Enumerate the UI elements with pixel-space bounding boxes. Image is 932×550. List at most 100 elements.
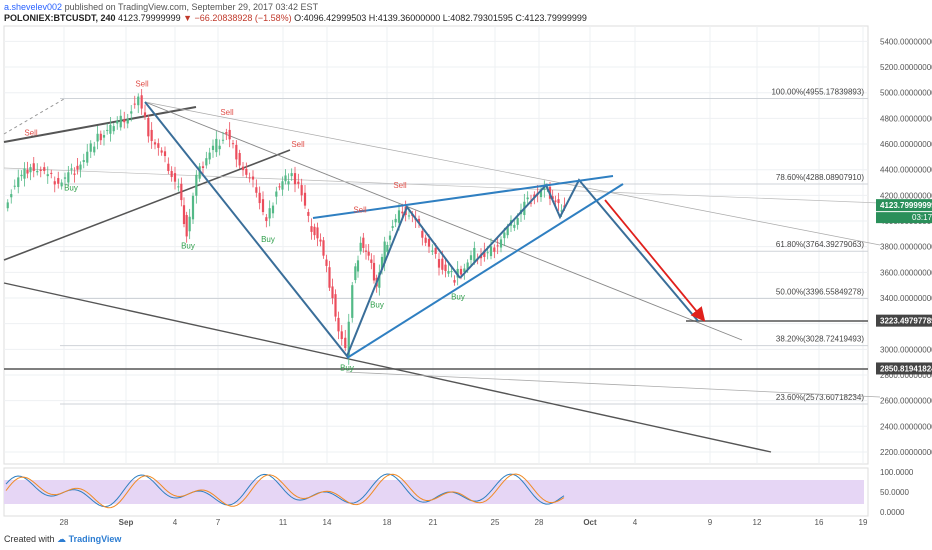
x-tick-label: 12 bbox=[753, 518, 762, 527]
candle-body bbox=[70, 168, 73, 170]
candle-body bbox=[526, 197, 529, 200]
fib-level-label: 38.20%(3028.72419493) bbox=[776, 335, 864, 344]
x-tick-label: 28 bbox=[535, 518, 544, 527]
candle-body bbox=[89, 143, 92, 152]
candle-body bbox=[383, 241, 386, 264]
fib-level-label: 100.00%(4955.17839893) bbox=[771, 87, 864, 96]
candle-body bbox=[205, 158, 208, 166]
candle-body bbox=[313, 226, 316, 236]
candle-body bbox=[46, 174, 49, 177]
candle-body bbox=[23, 168, 26, 179]
x-tick-label: 7 bbox=[216, 518, 221, 527]
y-tick-label: 2200.00000000 bbox=[880, 448, 932, 457]
candle-body bbox=[255, 187, 258, 193]
y-tick-label: 3400.00000000 bbox=[880, 294, 932, 303]
candle-body bbox=[147, 117, 150, 137]
candle-body bbox=[557, 199, 560, 204]
candle-body bbox=[303, 192, 307, 206]
y-tick-label: 5400.00000000 bbox=[880, 37, 932, 46]
publish-line: a.shevelev002 published on TradingView.c… bbox=[4, 2, 318, 12]
pattern-wave-line bbox=[144, 101, 461, 358]
candle-body bbox=[231, 143, 235, 145]
stoch-overbought-band bbox=[4, 480, 864, 504]
rising-support-line bbox=[345, 371, 881, 398]
candle-body bbox=[325, 259, 328, 266]
candle-body bbox=[86, 151, 89, 163]
candle-body bbox=[499, 239, 503, 248]
candle-body bbox=[367, 251, 370, 256]
x-tick-label: Oct bbox=[583, 518, 597, 527]
last-price-tag-bg bbox=[876, 199, 932, 212]
candle-body bbox=[459, 268, 463, 275]
y-tick-label: 4200.00000000 bbox=[880, 191, 932, 200]
candle-body bbox=[407, 215, 411, 217]
candle-body bbox=[268, 208, 271, 219]
candle-body bbox=[386, 244, 389, 252]
candle-body bbox=[513, 224, 516, 228]
x-tick-label: 18 bbox=[383, 518, 392, 527]
candle-body bbox=[391, 226, 394, 228]
candle-body bbox=[493, 247, 496, 252]
candle-body bbox=[201, 166, 205, 168]
candle-body bbox=[130, 111, 133, 114]
buy-signal-label: Buy bbox=[181, 241, 195, 250]
fib-level-label: 23.60%(2573.60718234) bbox=[776, 393, 864, 402]
candle-body bbox=[347, 321, 350, 358]
y-tick-label: 5000.00000000 bbox=[880, 89, 932, 98]
candle-body bbox=[516, 218, 519, 225]
candle-body bbox=[300, 185, 303, 196]
candle-body bbox=[473, 247, 476, 262]
candle-body bbox=[278, 186, 281, 188]
x-tick-label: 9 bbox=[708, 518, 713, 527]
candle-body bbox=[153, 142, 157, 145]
candle-body bbox=[93, 146, 96, 153]
candle-body bbox=[441, 258, 444, 270]
candle-body bbox=[143, 112, 147, 117]
candle-body bbox=[185, 215, 188, 237]
stoch-level-label: 100.0000 bbox=[880, 468, 914, 477]
candle-body bbox=[271, 205, 275, 214]
sell-signal-label: Sell bbox=[135, 80, 149, 89]
candle-body bbox=[53, 181, 56, 185]
candle-body bbox=[167, 163, 170, 171]
sell-signal-label: Sell bbox=[24, 128, 38, 137]
candle-body bbox=[275, 191, 278, 197]
candle-body bbox=[241, 166, 245, 171]
tradingview-brand[interactable]: TradingView bbox=[68, 534, 122, 544]
y-tick-label: 2600.00000000 bbox=[880, 397, 932, 406]
sell-signal-label: Sell bbox=[353, 205, 367, 214]
candle-body bbox=[431, 250, 434, 252]
buy-signal-label: Buy bbox=[64, 184, 78, 193]
candle-body bbox=[150, 129, 153, 142]
level-price-tag-bg bbox=[876, 314, 932, 327]
candle-body bbox=[140, 95, 143, 109]
candle-body bbox=[173, 173, 177, 182]
candle-body bbox=[551, 196, 554, 200]
candle-body bbox=[331, 286, 334, 298]
candle-body bbox=[434, 247, 437, 254]
candle-body bbox=[10, 194, 13, 198]
candle-body bbox=[444, 264, 447, 272]
candle-body bbox=[388, 235, 392, 240]
author-link[interactable]: a.shevelev002 bbox=[4, 2, 63, 12]
candle-body bbox=[328, 267, 331, 288]
candle-body bbox=[32, 163, 35, 171]
sell-signal-label: Sell bbox=[393, 181, 407, 190]
candle-body bbox=[116, 120, 119, 124]
x-tick-label: 11 bbox=[279, 518, 288, 527]
pattern-wave-line-2 bbox=[459, 178, 699, 322]
candle-body bbox=[36, 170, 39, 173]
candle-body bbox=[319, 239, 322, 242]
long-down-trendline bbox=[3, 282, 772, 453]
candle-body bbox=[102, 135, 106, 138]
level-price-tag-bg bbox=[876, 362, 932, 375]
x-tick-label: 19 bbox=[859, 518, 868, 527]
candle-body bbox=[351, 285, 354, 318]
candle-body bbox=[417, 218, 421, 224]
y-tick-label: 3800.00000000 bbox=[880, 243, 932, 252]
x-tick-label: 28 bbox=[60, 518, 69, 527]
candle-body bbox=[26, 169, 29, 174]
candle-body bbox=[228, 129, 231, 140]
candle-body bbox=[109, 124, 112, 134]
